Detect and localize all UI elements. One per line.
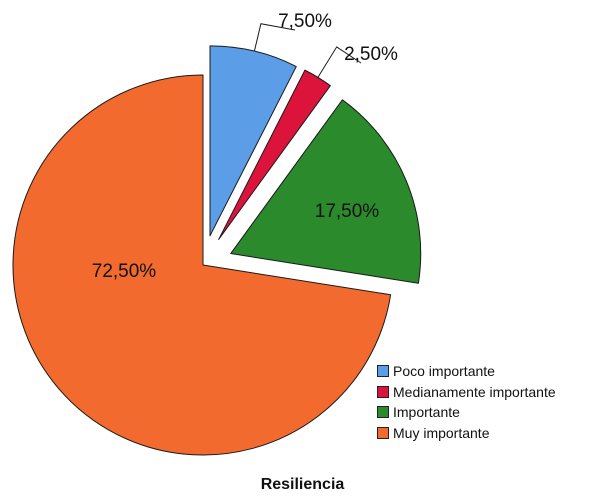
legend-label: Importante bbox=[393, 404, 460, 420]
legend-item-muy-importante: Muy importante bbox=[377, 423, 556, 444]
data-label: 72,50% bbox=[92, 261, 157, 282]
legend-label: Poco importante bbox=[393, 363, 495, 379]
pie-slice-importante bbox=[230, 99, 422, 284]
data-label: 2,50% bbox=[344, 44, 398, 65]
legend-swatch bbox=[377, 426, 389, 439]
legend-swatch bbox=[377, 406, 389, 419]
legend-item-importante: Importante bbox=[377, 402, 556, 423]
label-leader-line bbox=[317, 46, 362, 78]
legend-label: Muy importante bbox=[393, 424, 490, 441]
legend-item-poco-importante: Poco importante bbox=[377, 361, 556, 382]
chart-title: Resiliencia bbox=[260, 476, 345, 493]
data-label: 7,50% bbox=[278, 11, 332, 32]
legend-swatch bbox=[377, 385, 389, 398]
legend-item-medianamente-importante: Medianamente importante bbox=[377, 382, 556, 403]
data-label: 17,50% bbox=[315, 201, 380, 222]
chart-legend: Poco importante Medianamente importante … bbox=[377, 361, 556, 443]
label-leader-line bbox=[253, 23, 296, 52]
legend-label: Medianamente importante bbox=[393, 383, 556, 400]
pie-slice-muy-importante bbox=[12, 74, 392, 456]
legend-swatch bbox=[377, 365, 389, 378]
